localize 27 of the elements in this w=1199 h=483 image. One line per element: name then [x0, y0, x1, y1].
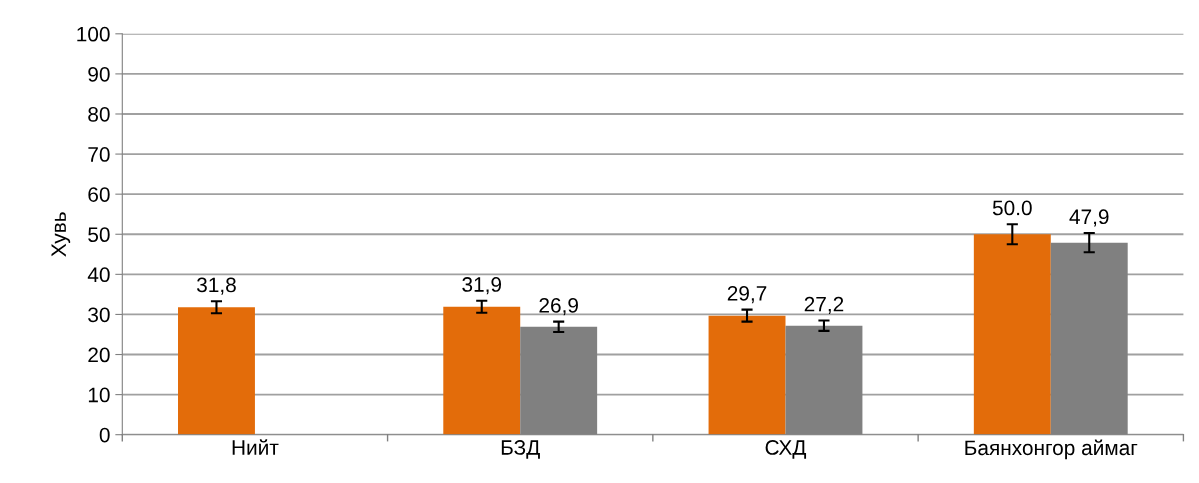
y-tick-label: 90	[88, 66, 110, 82]
y-tick-label: 50	[88, 227, 110, 243]
x-tick-label: СХД	[765, 440, 807, 459]
data-label: 31,8	[196, 277, 236, 295]
bar	[443, 306, 521, 435]
y-tick-label: 80	[88, 106, 110, 122]
y-tick-label: 0	[99, 427, 110, 443]
y-tick-label: 60	[88, 187, 110, 202]
data-label: 27,2	[804, 296, 844, 314]
data-label: 50.0	[992, 200, 1032, 216]
bar	[708, 315, 786, 435]
x-tick-label: БЗД	[501, 440, 540, 459]
y-tick-label: 100	[77, 26, 110, 42]
x-tick-label: Нийт	[232, 439, 279, 455]
data-label: 31,9	[462, 277, 502, 295]
y-tick-label: 30	[88, 307, 110, 323]
y-tick-label: 40	[87, 267, 110, 283]
data-label: 29,7	[727, 285, 767, 304]
bar	[178, 307, 255, 435]
bar	[973, 234, 1051, 435]
y-axis-title: Хувь	[51, 212, 71, 257]
y-tick-label: 10	[88, 387, 110, 403]
data-label: 47,9	[1069, 209, 1109, 227]
data-label: 26,9	[539, 297, 578, 316]
y-tick-label: 70	[88, 147, 110, 162]
y-tick-label: 20	[88, 347, 110, 363]
x-tick-label: Баянхонгор аймаг	[965, 439, 1138, 460]
